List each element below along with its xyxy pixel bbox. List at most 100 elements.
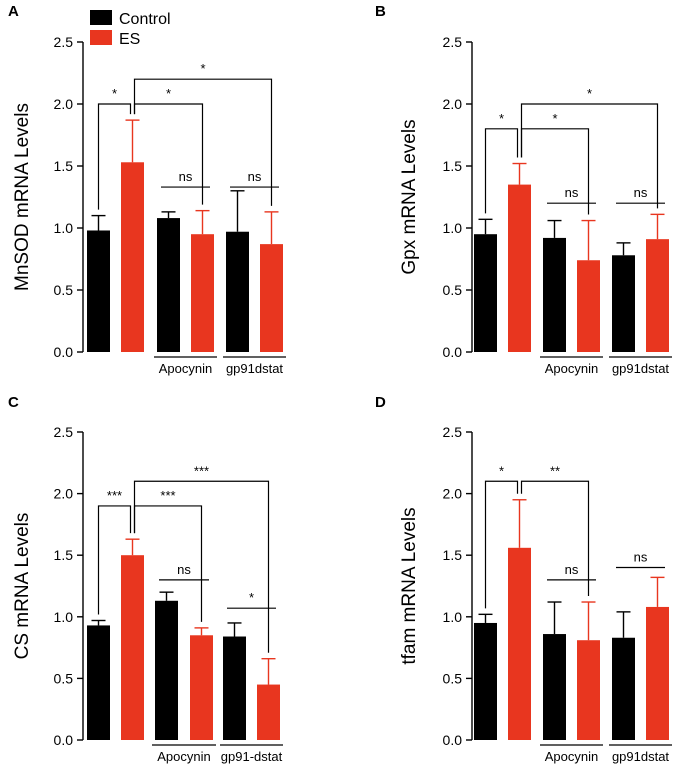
y-tick-label: 1.0	[443, 609, 463, 625]
significance-bracket	[97, 505, 132, 615]
bar-control	[543, 237, 566, 352]
bar-es	[190, 635, 213, 740]
y-axis-label: CS mRNA Levels	[12, 513, 33, 660]
y-tick-label: 2.0	[54, 96, 74, 112]
significance-bracket	[484, 128, 519, 214]
y-tick-label: 1.0	[54, 609, 74, 625]
y-tick-label: 0.5	[54, 282, 74, 298]
bar-es	[508, 547, 531, 740]
bar-es	[257, 684, 280, 740]
group-label: gp91dstat	[612, 361, 669, 376]
legend-swatch-control	[90, 10, 112, 25]
group-label: Apocynin	[545, 749, 598, 764]
y-tick-label: 0.0	[443, 732, 463, 748]
y-tick-label: 0.5	[443, 282, 463, 298]
significance-bracket	[133, 480, 270, 653]
y-tick-label: 1.5	[443, 158, 463, 174]
significance-label: *	[552, 111, 557, 126]
y-tick-label: 1.0	[443, 220, 463, 236]
significance-bracket	[133, 78, 273, 206]
bar-control	[223, 636, 246, 740]
panel-c: C 0.0 0.5 1.0 1.5 2.0 2.5 CS mRNA Levels Apocyni…	[8, 394, 283, 764]
y-axis-label: tfam mRNA Levels	[399, 507, 420, 664]
group-label: gp91dstat	[226, 361, 283, 376]
bar-control	[612, 637, 635, 740]
significance-label: ns	[565, 562, 579, 577]
significance-label: ***	[194, 463, 209, 478]
y-tick-label: 0.0	[54, 732, 74, 748]
y-tick-label: 1.5	[54, 158, 74, 174]
bar-es	[577, 260, 600, 352]
y-tick-label: 1.0	[54, 220, 74, 236]
y-tick-label: 2.0	[443, 96, 463, 112]
bar-es	[191, 234, 214, 352]
significance-bracket	[97, 103, 132, 210]
y-tick-label: 2.5	[443, 34, 463, 50]
bar-es	[577, 640, 600, 740]
panel-letter: A	[8, 3, 19, 20]
panel-d: D 0.0 0.5 1.0 1.5 2.0 2.5 tfam mRNA Levels Apocy…	[375, 394, 672, 764]
significance-label: ***	[107, 488, 122, 503]
y-tick-label: 2.5	[443, 424, 463, 440]
y-tick-label: 2.0	[54, 486, 74, 502]
significance-label: ns	[248, 169, 262, 184]
significance-label: **	[550, 463, 560, 478]
significance-bracket	[520, 128, 590, 215]
y-tick-label: 2.0	[443, 486, 463, 502]
bar-control	[612, 255, 635, 352]
significance-bracket	[484, 480, 519, 609]
legend: Control ES	[90, 10, 171, 48]
significance-bracket	[520, 103, 659, 209]
y-tick-label: 2.5	[54, 34, 74, 50]
panel-a: A 0.0 0.5 1.0 1.5 2.0 2.5 MnSOD mRNA Levels Apoc…	[8, 3, 286, 376]
significance-label: ns	[634, 550, 648, 565]
significance-label: ns	[177, 562, 191, 577]
group-label: gp91-dstat	[221, 749, 283, 764]
significance-label: *	[249, 590, 254, 605]
panel-letter: D	[375, 394, 386, 411]
bar-control	[157, 218, 180, 352]
significance-label: *	[587, 86, 592, 101]
significance-label: *	[499, 111, 504, 126]
y-tick-label: 0.5	[443, 670, 463, 686]
y-tick-label: 1.5	[54, 547, 74, 563]
significance-label: *	[200, 61, 205, 76]
group-label: Apocynin	[157, 749, 210, 764]
bar-control	[474, 622, 497, 740]
bar-control	[543, 634, 566, 740]
significance-label: *	[112, 86, 117, 101]
bar-es	[260, 244, 283, 352]
significance-label: ns	[565, 185, 579, 200]
panel-b: B 0.0 0.5 1.0 1.5 2.0 2.5 Gpx mRNA Levels Apocyn…	[375, 3, 672, 376]
legend-label-es: ES	[119, 31, 140, 48]
group-label: Apocynin	[545, 361, 598, 376]
bar-es	[646, 606, 669, 740]
panel-letter: C	[8, 394, 19, 411]
significance-label: *	[499, 463, 504, 478]
bar-control	[474, 234, 497, 352]
y-tick-label: 0.0	[443, 344, 463, 360]
significance-label: ns	[179, 169, 193, 184]
bar-control	[155, 600, 178, 740]
significance-bracket	[133, 103, 204, 205]
bar-control	[226, 231, 249, 352]
bar-es	[121, 162, 144, 352]
group-label: gp91dstat	[612, 749, 669, 764]
y-tick-label: 0.0	[54, 344, 74, 360]
y-tick-label: 1.5	[443, 547, 463, 563]
group-label: Apocynin	[159, 361, 212, 376]
legend-label-control: Control	[119, 11, 171, 28]
bar-es	[646, 239, 669, 352]
panel-letter: B	[375, 3, 386, 20]
bar-es	[121, 555, 144, 740]
legend-swatch-es	[90, 30, 112, 45]
bar-control	[87, 230, 110, 352]
y-tick-label: 2.5	[54, 424, 74, 440]
significance-label: *	[166, 86, 171, 101]
significance-label: ns	[634, 185, 648, 200]
significance-label: ***	[160, 488, 175, 503]
y-axis-label: MnSOD mRNA Levels	[12, 103, 33, 291]
bar-control	[87, 625, 110, 740]
y-axis-label: Gpx mRNA Levels	[399, 119, 420, 274]
